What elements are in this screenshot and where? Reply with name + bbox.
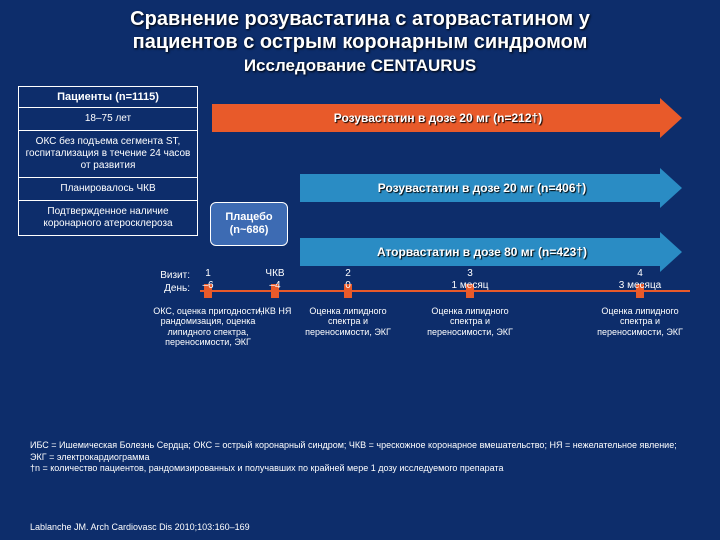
placebo-line1: Плацебо xyxy=(225,211,272,224)
citation: Lablanche JM. Arch Cardiovasc Dis 2010;1… xyxy=(30,522,250,532)
timeline-description: Оценка липидного спектра и переносимости… xyxy=(303,306,393,337)
patients-row: ОКС без подъема сегмента ST, госпитализа… xyxy=(19,131,197,178)
title-line1: Сравнение розувастатина с аторвастатином… xyxy=(20,8,700,31)
arm-arrow-rosu-early: Розувастатин в дозе 20 мг (n=212†) xyxy=(212,104,682,132)
patients-header: Пациенты (n=1115) xyxy=(19,87,197,108)
axis-label-day: День: xyxy=(120,282,190,295)
patients-box: Пациенты (n=1115) 18–75 лет ОКС без подъ… xyxy=(18,86,198,236)
placebo-box: Плацебо (n~686) xyxy=(210,202,288,246)
patients-row: 18–75 лет xyxy=(19,108,197,131)
title-line2: пациентов с острым коронарным синдромом xyxy=(20,31,700,54)
arm-label: Розувастатин в дозе 20 мг (n=212†) xyxy=(212,104,664,132)
arm-arrow-ator: Аторвастатин в дозе 80 мг (n=423†) xyxy=(300,238,682,266)
timeline-label: 31 месяц xyxy=(452,268,489,292)
timeline-label: 43 месяца xyxy=(619,268,661,292)
axis-label-visit: Визит: xyxy=(120,269,190,282)
timeline-label: 1–6 xyxy=(202,268,213,292)
arm-label: Розувастатин в дозе 20 мг (n=406†) xyxy=(300,174,664,202)
patients-row: Подтвержденное наличие коронарного атеро… xyxy=(19,201,197,235)
arm-label: Аторвастатин в дозе 80 мг (n=423†) xyxy=(300,238,664,266)
arm-arrow-rosu: Розувастатин в дозе 20 мг (n=406†) xyxy=(300,174,682,202)
patients-row: Планировалось ЧКВ xyxy=(19,178,197,201)
timeline-label: ЧКВ–4 xyxy=(265,268,284,292)
timeline-description: Оценка липидного спектра и переносимости… xyxy=(595,306,685,337)
placebo-line2: (n~686) xyxy=(230,224,269,237)
timeline-description: ЧКВ НЯ xyxy=(250,306,300,316)
timeline-label: 20 xyxy=(345,268,351,292)
diagram-area: Пациенты (n=1115) 18–75 лет ОКС без подъ… xyxy=(0,78,720,86)
title-sub: Исследование CENTAURUS xyxy=(20,56,700,76)
timeline-description: Оценка липидного спектра и переносимости… xyxy=(425,306,515,337)
footnote: ИБС = Ишемическая Болезнь Сердца; ОКС = … xyxy=(30,440,690,475)
title-block: Сравнение розувастатина с аторвастатином… xyxy=(0,0,720,78)
